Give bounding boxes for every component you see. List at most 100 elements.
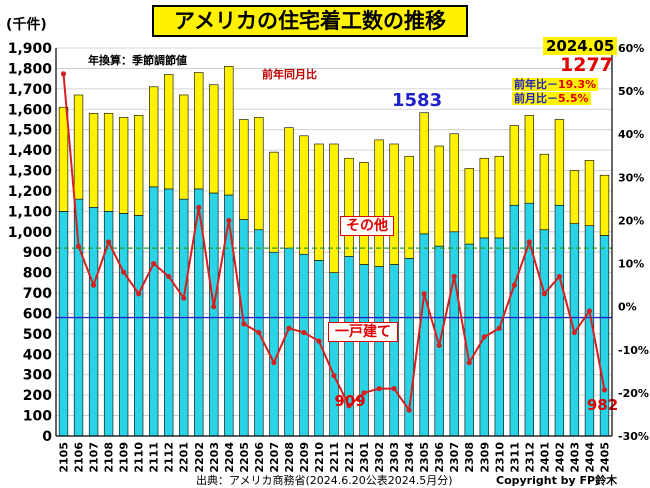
- y2-tick-label: 40%: [618, 128, 644, 141]
- y-tick-label: 1,400: [8, 143, 53, 159]
- bar-single-family: [449, 231, 459, 437]
- x-tick-label: 2402: [553, 442, 566, 473]
- chart-axes: 0 100 200 300 400 500 600 700 800 900 1,000 1,100 1,…: [8, 41, 649, 473]
- mom-value: 5.5%: [558, 92, 589, 105]
- bar-single-family: [209, 192, 219, 437]
- bar-single-family: [103, 211, 114, 437]
- y-tick-label: 1,500: [8, 123, 53, 139]
- yoy-point: [346, 403, 352, 409]
- yoy-point: [406, 407, 412, 413]
- bar-single-family: [224, 194, 234, 437]
- bar-single-family: [524, 202, 535, 437]
- x-tick-label: 2308: [463, 442, 476, 473]
- y-tick-label: 1,200: [8, 184, 53, 200]
- bar-single-family: [374, 266, 384, 437]
- bar-other: [359, 162, 369, 265]
- bar-single-family: [88, 206, 99, 437]
- bar-other: [239, 119, 249, 220]
- y2-tick-label: 50%: [618, 85, 644, 98]
- bar-other: [494, 155, 504, 239]
- bar-other: [149, 86, 159, 188]
- yoy-label: 前年比－: [514, 78, 558, 91]
- yoy-point: [571, 329, 578, 336]
- latest-date: 2024.05: [543, 37, 618, 55]
- x-tick-label: 2311: [508, 442, 521, 473]
- bar-other: [464, 168, 474, 245]
- bar-single-family: [58, 211, 69, 437]
- y-tick-label: 1,800: [8, 61, 53, 77]
- y-tick-label: 900: [23, 245, 52, 261]
- yoy-point: [90, 282, 97, 288]
- bar-other: [118, 117, 129, 214]
- x-tick-label: 2309: [478, 442, 491, 473]
- yoy-point: [301, 329, 307, 336]
- x-tick-label: 2111: [148, 442, 161, 473]
- copyright-note: Copyright by FP鈴木: [496, 474, 618, 487]
- yoy-point: [136, 291, 142, 297]
- x-tick-label: 2301: [358, 442, 371, 473]
- yoy-point: [586, 308, 593, 314]
- y-tick-label: 1,000: [8, 225, 53, 241]
- yoy-point: [466, 360, 472, 366]
- source-note: 出典：アメリカ商務省(2024.6.20公表2024.5月分): [196, 474, 453, 487]
- bar-other: [524, 115, 535, 204]
- x-tick-label: 2203: [208, 442, 221, 473]
- x-tick-label: 2211: [328, 442, 341, 473]
- bar-other: [374, 139, 384, 267]
- x-tick-label: 2312: [523, 442, 536, 473]
- x-tick-label: 2206: [253, 442, 266, 473]
- single-family-min-label: 909: [334, 392, 365, 410]
- bar-other: [224, 66, 234, 196]
- bar-other: [584, 160, 595, 226]
- x-tick-label: 2210: [313, 442, 326, 473]
- bar-other: [194, 72, 204, 190]
- yoy-value: 19.3%: [558, 78, 597, 91]
- x-tick-label: 2303: [388, 442, 401, 473]
- bar-other: [179, 94, 189, 200]
- seasonal-adjustment-note: 年換算：季節調節値: [88, 54, 187, 67]
- chart-reference-lines: [56, 247, 612, 319]
- y2-tick-label: 0%: [618, 301, 637, 314]
- yoy-point: [316, 338, 322, 344]
- y-tick-label: 0: [42, 429, 52, 445]
- bar-single-family: [539, 229, 550, 437]
- x-tick-label: 2209: [298, 442, 311, 473]
- yoy-point: [166, 273, 172, 280]
- y-tick-label: 1,600: [8, 102, 53, 118]
- yoy-point: [481, 334, 487, 340]
- yoy-point: [271, 360, 277, 366]
- bar-other: [539, 153, 550, 231]
- bar-single-family: [329, 272, 339, 437]
- x-tick-label: 2310: [493, 442, 506, 473]
- yoy-point: [556, 273, 563, 280]
- peak-value-label: 1583: [392, 90, 443, 111]
- bar-other: [329, 143, 339, 273]
- yoy-point: [376, 385, 382, 392]
- mom-label: 前月比－: [514, 92, 558, 105]
- chart-yoy-line: 909 982: [60, 71, 618, 414]
- bar-single-family: [419, 233, 429, 437]
- bar-other: [479, 157, 489, 239]
- bar-other: [164, 74, 174, 190]
- yoy-point: [511, 282, 517, 288]
- bar-other: [58, 106, 69, 212]
- bar-other: [599, 174, 610, 236]
- y2-tick-label: 60%: [618, 42, 644, 55]
- bar-other: [269, 151, 279, 253]
- yoy-point: [601, 387, 608, 393]
- bar-single-family: [389, 264, 399, 437]
- yoy-point: [361, 390, 367, 396]
- y2-tick-label: -20%: [618, 387, 649, 400]
- yoy-point: [436, 342, 442, 349]
- other-series-label: その他: [340, 216, 394, 236]
- x-tick-label: 2208: [283, 442, 296, 473]
- y-tick-label: 700: [23, 286, 52, 302]
- x-tick-label: 2304: [403, 442, 416, 473]
- y-tick-label: 1,100: [8, 204, 53, 220]
- bar-single-family: [509, 204, 519, 437]
- bar-single-family: [118, 213, 129, 437]
- bar-other: [299, 135, 309, 255]
- bar-other: [389, 143, 399, 265]
- yoy-point: [256, 329, 262, 336]
